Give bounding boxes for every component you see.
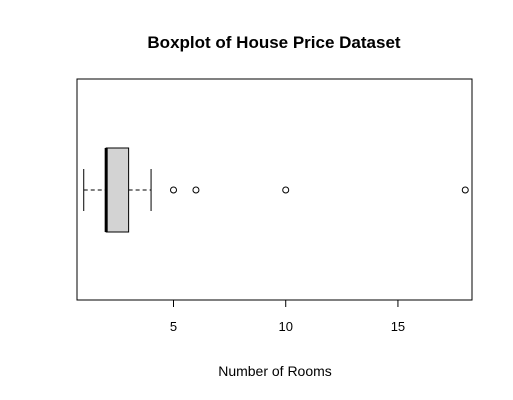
- x-tick-label: 15: [391, 319, 405, 334]
- outlier-point: [282, 186, 290, 194]
- box-iqr: [105, 147, 130, 233]
- outlier-point: [461, 186, 469, 194]
- outlier-point: [192, 186, 200, 194]
- outlier-layer: [170, 186, 469, 194]
- chart-title: Boxplot of House Price Dataset: [147, 33, 401, 52]
- x-tick-label: 10: [278, 319, 292, 334]
- x-axis-label: Number of Rooms: [218, 363, 332, 379]
- box-layer: [83, 147, 152, 233]
- outlier-point: [170, 186, 178, 194]
- x-tick-label: 5: [170, 319, 177, 334]
- x-axis: 5 10 15: [170, 299, 405, 334]
